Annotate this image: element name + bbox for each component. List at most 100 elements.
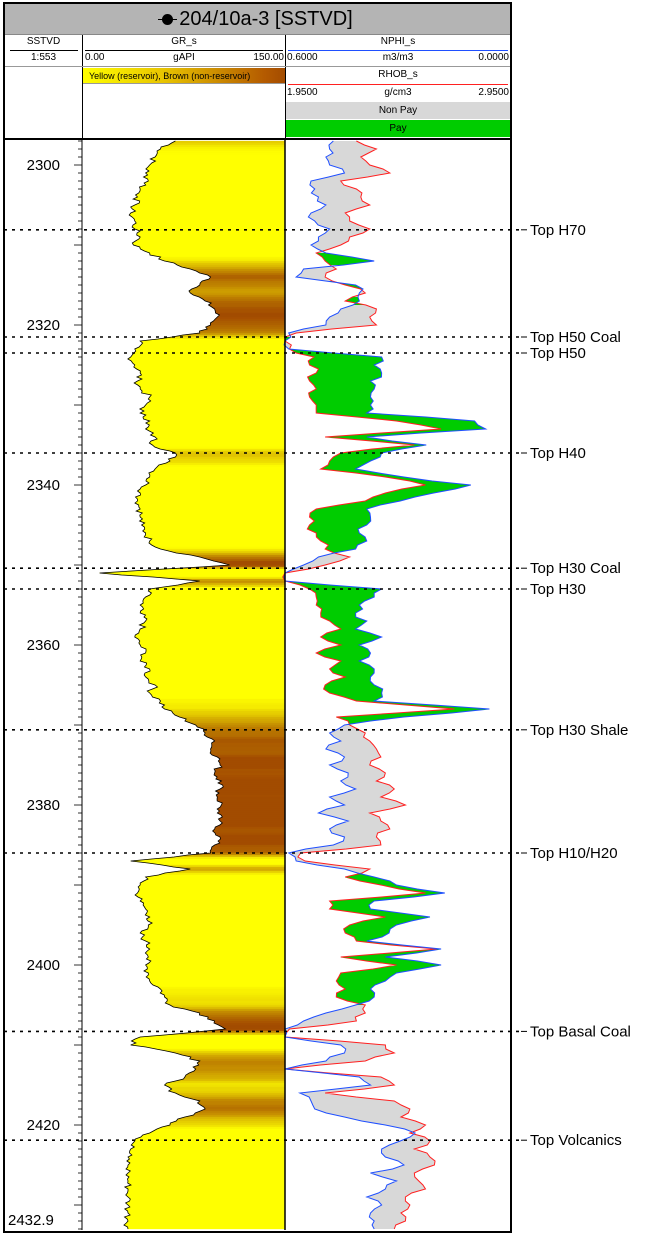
pay-fill-segment — [343, 925, 397, 929]
nonpay-fill-segment — [333, 841, 381, 845]
nphi-unit: m3/m3 — [382, 52, 414, 63]
gr-fill-segment — [143, 534, 286, 538]
gr-fill-segment — [130, 1142, 286, 1146]
gr-fill-segment — [175, 1092, 286, 1096]
gr-fill-segment — [150, 434, 286, 438]
gr-fill-segment — [185, 1072, 286, 1076]
pay-fill-segment — [354, 937, 383, 941]
gr-fill-segment — [134, 634, 286, 638]
gr-fill-segment — [127, 1182, 286, 1186]
nonpay-fill-segment — [333, 737, 370, 741]
nonpay-fill-segment — [303, 1017, 357, 1021]
gr-fill-segment — [205, 326, 286, 330]
gr-fill-segment — [199, 282, 286, 286]
gr-fill-segment — [184, 1074, 286, 1078]
gr-fill-segment — [208, 302, 286, 306]
pay-fill-segment — [380, 885, 418, 889]
gr-fill-segment — [149, 254, 286, 258]
gr-fill-segment — [146, 958, 286, 962]
gr-fill-segment — [213, 318, 286, 322]
gr-fill-segment — [143, 182, 286, 186]
gr-fill-segment — [197, 1100, 286, 1104]
gr-fill-segment — [191, 1010, 286, 1014]
gr-fill-segment — [155, 546, 286, 550]
gr-fill-segment — [217, 812, 286, 816]
gr-fill-segment — [142, 934, 286, 938]
gr-fill-segment — [165, 1002, 286, 1006]
nonpay-fill-segment — [320, 205, 370, 209]
pay-fill-segment — [325, 545, 358, 549]
nonpay-fill-segment — [311, 241, 349, 245]
gr-fill-segment — [207, 1018, 286, 1022]
gr-fill-segment — [211, 306, 286, 310]
gr-fill-segment — [164, 1084, 286, 1088]
gr-fill-segment — [172, 712, 286, 716]
gr-fill-segment — [141, 392, 286, 396]
gr-fill-segment — [210, 748, 286, 752]
gr-fill-segment — [125, 1166, 286, 1170]
gr-fill-segment — [147, 678, 286, 682]
gr-fill-segment — [193, 294, 286, 298]
gr-fill-segment — [217, 782, 286, 786]
gr-fill-segment — [167, 142, 286, 146]
gr-fill-segment — [127, 1164, 286, 1168]
nonpay-fill-segment — [378, 1201, 410, 1205]
gr-fill-segment — [140, 938, 286, 942]
gr-fill-segment — [137, 384, 286, 388]
gr-fill-segment — [130, 1044, 286, 1048]
gr-fill-segment — [148, 960, 286, 964]
pay-fill-segment — [316, 533, 366, 537]
gr-fill-segment — [126, 1160, 286, 1164]
gr-fill-segment — [156, 152, 286, 156]
pay-fill-segment — [316, 405, 374, 409]
pay-fill-segment — [336, 993, 375, 997]
gr-fill-segment — [205, 324, 286, 328]
gr-fill-segment — [149, 538, 286, 542]
pay-fill-segment — [385, 477, 433, 481]
top-label: Top Basal Coal — [530, 1023, 631, 1040]
gr-fill-segment — [145, 532, 286, 536]
nonpay-fill-segment — [337, 753, 381, 757]
gr-fill-segment — [177, 582, 286, 586]
gr-fill-segment — [147, 164, 286, 168]
nonpay-fill-segment — [311, 1041, 386, 1045]
gr-fill-segment — [139, 408, 286, 412]
gr-fill-segment — [139, 340, 286, 344]
pay-fill-segment — [307, 373, 382, 377]
gr-min: 0.00 — [85, 52, 105, 63]
gr-fill-segment — [145, 648, 286, 652]
pay-fill-segment — [338, 973, 397, 977]
gr-fill-segment — [125, 1172, 286, 1176]
gr-fill-segment — [137, 890, 286, 894]
divider — [285, 35, 286, 140]
pay-fill-segment — [343, 929, 391, 933]
nonpay-fill-segment — [325, 153, 369, 157]
gr-fill-segment — [127, 1188, 286, 1192]
gr-fill-segment — [145, 476, 286, 480]
gr-fill-segment — [142, 528, 286, 532]
gr-fill-segment — [124, 1208, 286, 1212]
gr-fill-segment — [156, 464, 286, 468]
gr-fill-segment — [168, 458, 286, 462]
pay-fill-segment — [349, 921, 412, 925]
gr-fill-segment — [184, 1114, 286, 1118]
gr-fill-segment — [140, 608, 286, 612]
gr-fill-segment — [160, 992, 286, 996]
gr-fill-segment — [144, 250, 286, 254]
nonpay-fill-segment — [389, 1141, 430, 1145]
gr-fill-segment — [140, 370, 286, 374]
gr-fill-segment — [190, 268, 286, 272]
pay-fill-segment — [320, 617, 367, 621]
pay-fill-segment — [316, 597, 375, 601]
pay-fill-segment — [325, 261, 375, 265]
pay-fill-segment — [339, 985, 375, 989]
nonpay-fill-segment — [325, 749, 379, 753]
gr-fill-segment — [213, 1022, 286, 1026]
gr-fill-segment — [210, 746, 286, 750]
gr-fill-segment — [147, 590, 286, 594]
gr-fill-segment — [207, 736, 286, 740]
rhob-curve — [282, 140, 455, 1230]
gr-fill-segment — [215, 794, 286, 798]
gr-fill-segment — [139, 520, 286, 524]
gr-fill-segment — [145, 166, 286, 170]
